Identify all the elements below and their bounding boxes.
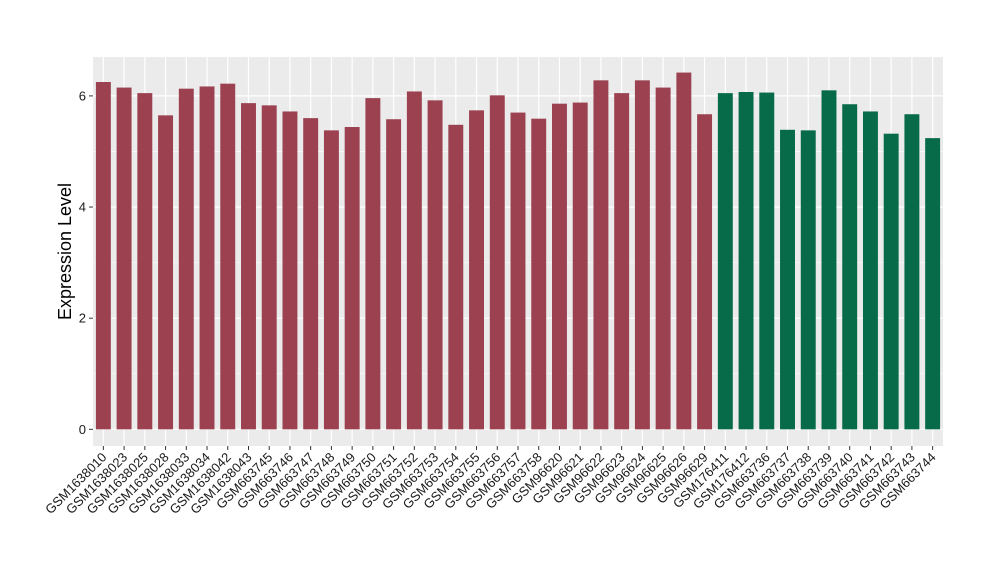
bar <box>178 88 194 430</box>
bar <box>303 118 319 430</box>
bar <box>676 72 692 430</box>
bar <box>95 82 111 430</box>
bar <box>531 118 547 430</box>
bar <box>552 103 567 430</box>
y-tick-label: 2 <box>79 311 86 326</box>
y-axis-title: Expression Level <box>55 183 75 320</box>
bar <box>842 104 858 430</box>
bar <box>634 80 650 430</box>
bar <box>925 138 941 430</box>
bar <box>199 86 215 430</box>
bar <box>365 98 381 430</box>
bar <box>717 93 733 430</box>
bar <box>406 91 422 430</box>
bar <box>448 124 464 430</box>
bar <box>883 133 899 430</box>
y-tick-label: 4 <box>79 200 86 215</box>
y-axis: 0 2 4 6 <box>79 88 93 437</box>
y-tick-label: 6 <box>79 88 86 103</box>
bar <box>220 83 236 430</box>
bar <box>572 102 588 430</box>
bar <box>427 100 443 430</box>
bar <box>282 111 298 430</box>
bar <box>241 103 256 430</box>
bar <box>344 127 360 430</box>
bar <box>489 95 505 430</box>
bar <box>510 112 526 430</box>
bars <box>95 72 941 430</box>
bar <box>158 115 174 430</box>
bar <box>386 119 402 430</box>
bar <box>697 114 713 430</box>
bar <box>738 92 754 430</box>
bar <box>137 93 153 430</box>
bar <box>469 110 484 430</box>
bar <box>261 105 277 430</box>
bar <box>800 130 816 430</box>
bar <box>821 90 837 430</box>
bar <box>116 87 132 430</box>
bar <box>904 114 920 430</box>
bar <box>323 130 339 430</box>
bar <box>862 111 878 430</box>
y-tick-label: 0 <box>79 422 86 437</box>
bar <box>593 80 609 430</box>
bar <box>614 93 630 430</box>
x-axis: GSM1638010GSM1638023GSM1638025GSM1638028… <box>42 446 939 517</box>
bar <box>655 87 671 430</box>
bar <box>759 92 775 430</box>
bar <box>780 129 795 430</box>
